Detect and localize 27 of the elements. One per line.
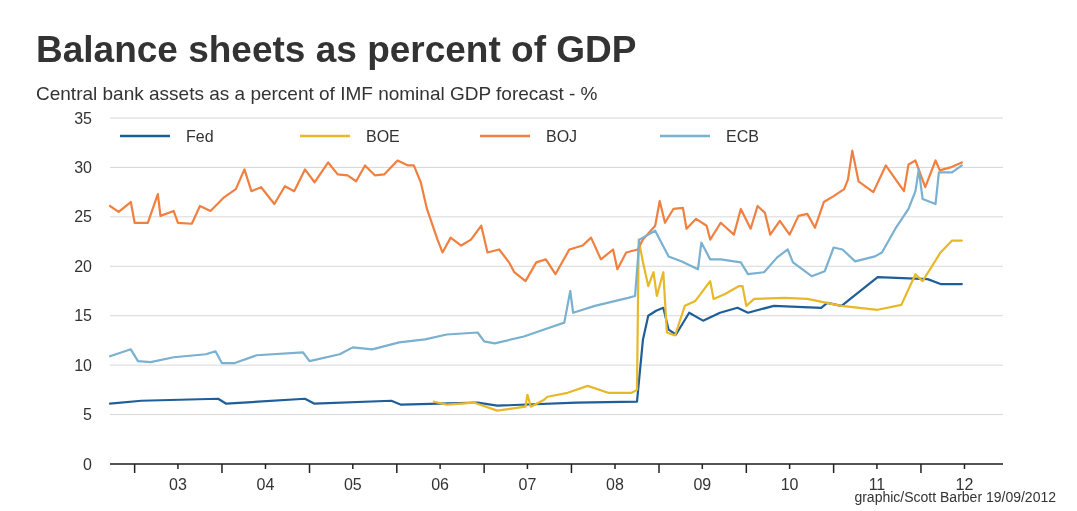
x-tick-label: 09: [693, 476, 712, 493]
x-tick-label: 10: [780, 476, 799, 493]
legend-label: Fed: [186, 127, 214, 145]
line-series: [432, 238, 963, 412]
x-tick-label: 05: [343, 476, 362, 493]
y-tick-label: 20: [74, 257, 93, 275]
y-tick-label: 35: [74, 109, 93, 127]
legend-label: BOE: [366, 127, 400, 145]
line-series: [108, 276, 963, 407]
text: graphic/Scott Barber 19/09/2012: [854, 489, 1057, 505]
x-tick-label: 08: [606, 476, 624, 493]
y-tick-label: 30: [74, 159, 93, 177]
y-tick-label: 5: [83, 406, 93, 424]
line-series: [108, 164, 963, 365]
y-tick-label: 25: [74, 208, 93, 226]
legend-label: ECB: [726, 127, 759, 145]
y-tick-label: 0: [83, 455, 93, 473]
y-tick-label: 15: [74, 307, 93, 325]
x-tick-label: 07: [518, 476, 537, 493]
legend-label: BOJ: [546, 127, 578, 145]
chart-subtitle: Central bank assets as a percent of IMF nominal GDP forecast - %: [36, 83, 598, 104]
x-tick-label: 04: [256, 476, 275, 493]
chart-title: Balance sheets as percent of GDP: [36, 29, 637, 70]
line-series: [108, 149, 963, 283]
x-tick-label: 06: [431, 476, 450, 493]
y-tick-label: 10: [74, 356, 93, 374]
x-tick-label: 03: [169, 476, 187, 493]
